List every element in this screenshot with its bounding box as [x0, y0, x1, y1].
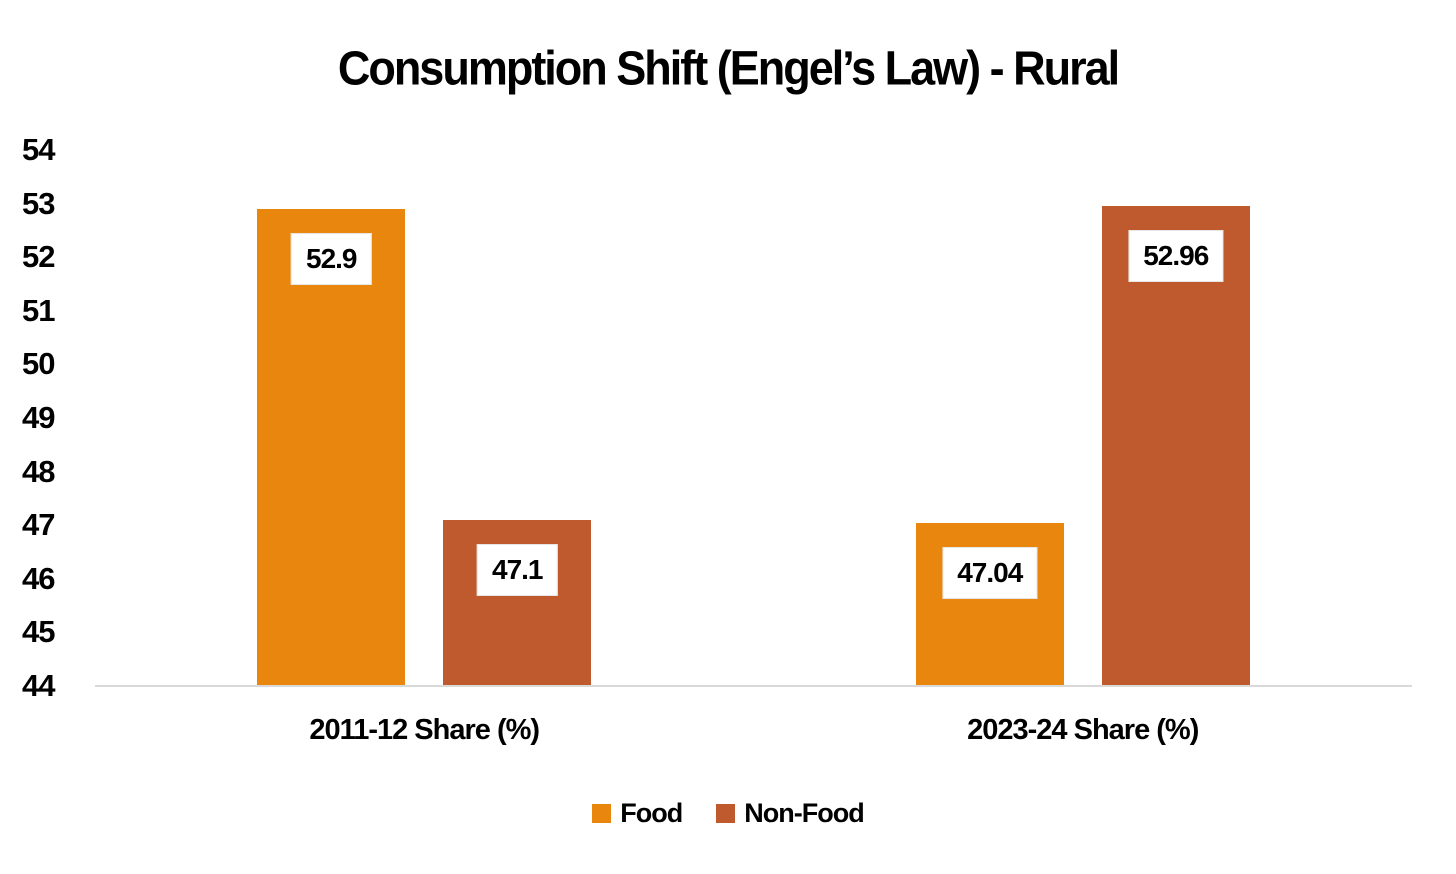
y-tick-label: 54 — [22, 132, 55, 167]
y-tick-label: 48 — [22, 453, 55, 489]
bar-non-food-1: 52.96 — [1101, 205, 1250, 686]
bar-food-0: 52.9 — [257, 208, 406, 686]
legend-label: Food — [620, 798, 683, 828]
legend-swatch-icon — [592, 804, 612, 823]
y-tick-label: 46 — [22, 560, 55, 596]
chart-title: Consumption Shift (Engel’s Law) - Rural — [337, 40, 1120, 96]
y-tick-label: 45 — [22, 614, 55, 650]
legend-item-food: Food — [592, 798, 683, 829]
x-axis-line — [95, 685, 1412, 687]
bar-food-1: 47.04 — [915, 523, 1064, 686]
legend-swatch-icon — [716, 804, 736, 823]
y-tick-label: 50 — [22, 346, 55, 382]
legend: Food Non-Food — [0, 798, 1456, 829]
y-tick-label: 44 — [22, 668, 55, 703]
legend-item-non-food: Non-Food — [716, 798, 865, 829]
x-category-label: 2011-12 Share (%) — [309, 714, 540, 746]
x-category-label: 2023-24 Share (%) — [967, 714, 1199, 746]
legend-label: Non-Food — [744, 798, 864, 828]
y-tick-label: 51 — [22, 292, 55, 328]
bar-non-food-0: 47.1 — [443, 519, 592, 686]
data-label: 52.9 — [291, 232, 372, 285]
y-tick-label: 53 — [22, 185, 55, 221]
y-tick-label: 47 — [22, 507, 55, 543]
data-label: 47.1 — [477, 543, 558, 596]
data-label: 47.04 — [942, 547, 1038, 600]
data-label: 52.96 — [1128, 229, 1224, 282]
y-tick-label: 49 — [22, 400, 55, 435]
y-tick-label: 52 — [22, 239, 55, 275]
